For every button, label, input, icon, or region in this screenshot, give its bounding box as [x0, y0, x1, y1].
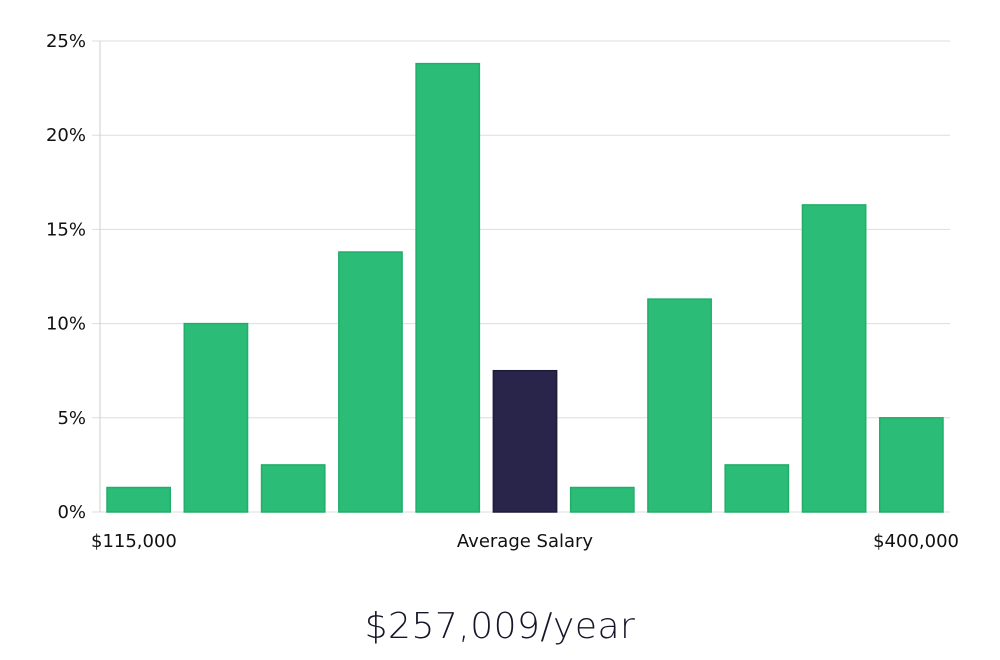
bar — [801, 204, 867, 513]
x-label-max: $400,000 — [873, 531, 959, 552]
y-tick-label: 15% — [46, 219, 86, 240]
bar — [260, 464, 326, 513]
bar — [569, 486, 635, 513]
bar-average-salary — [492, 369, 558, 513]
bar — [647, 298, 712, 513]
y-tick-label: 20% — [46, 125, 86, 146]
average-salary-value: $257,009/year — [364, 606, 636, 647]
bars — [106, 62, 944, 513]
y-tick-labels: 0% 5% 10% 15% 20% 25% — [46, 31, 86, 523]
bar — [183, 322, 249, 513]
x-label-average: Average Salary — [457, 531, 594, 552]
bar — [878, 417, 944, 513]
y-tick-label: 5% — [57, 408, 86, 429]
x-label-min: $115,000 — [91, 531, 177, 552]
y-tick-label: 10% — [46, 314, 86, 335]
bar — [415, 62, 481, 513]
y-tick-label: 25% — [46, 31, 86, 52]
bar — [724, 464, 790, 513]
x-axis-labels: $115,000 Average Salary $400,000 — [91, 531, 959, 552]
bar — [106, 486, 172, 513]
salary-distribution-chart: 0% 5% 10% 15% 20% 25% $115,000 Average Salary… — [46, 31, 959, 552]
y-tick-label: 0% — [57, 502, 86, 523]
bar — [338, 251, 403, 513]
